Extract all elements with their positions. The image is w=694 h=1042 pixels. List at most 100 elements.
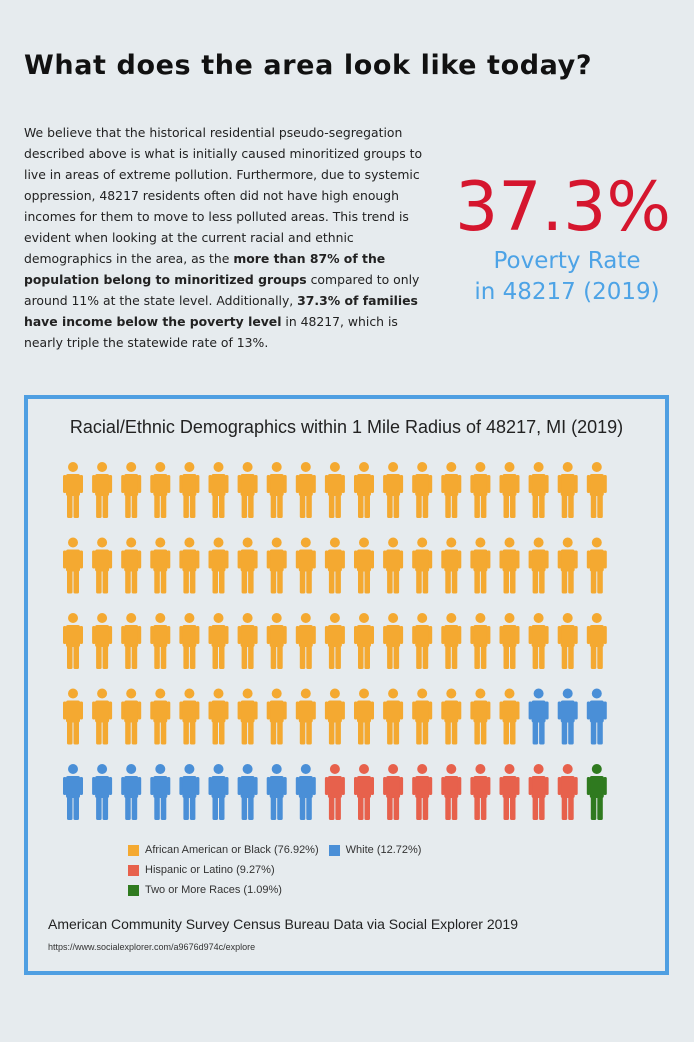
person-icon — [237, 764, 258, 820]
person-icon — [528, 764, 549, 820]
person-icon — [324, 688, 345, 745]
person-icon — [179, 537, 200, 594]
person-icon — [92, 764, 113, 820]
page-title: What does the area look like today? — [24, 50, 593, 81]
legend-swatch — [128, 864, 139, 876]
person-icon — [499, 613, 520, 669]
person-icon — [237, 613, 258, 669]
person-icon — [121, 613, 142, 669]
person-icon — [557, 613, 578, 669]
person-icon — [586, 613, 607, 669]
person-icon — [266, 764, 287, 820]
person-icon — [208, 688, 229, 745]
person-icon — [470, 688, 491, 745]
person-icon — [470, 764, 491, 820]
person-icon — [412, 764, 433, 820]
person-icon — [586, 462, 607, 518]
person-icon — [557, 537, 578, 594]
person-icon — [557, 688, 578, 745]
person-icon — [63, 688, 83, 745]
person-icon — [63, 613, 83, 669]
person-icon — [121, 688, 142, 745]
person-icon — [586, 537, 607, 594]
person-icon — [528, 688, 549, 745]
person-icon — [92, 462, 113, 518]
person-icon — [499, 537, 520, 594]
person-icon — [412, 537, 433, 594]
person-icon — [383, 688, 404, 745]
person-icon — [528, 613, 549, 669]
person-icon — [528, 462, 549, 518]
legend-item: Two or More Races (1.09%) — [128, 884, 282, 896]
person-icon — [557, 462, 578, 518]
person-icon — [208, 462, 229, 518]
poverty-rate-label: Poverty Rate in 48217 (2019) — [448, 246, 686, 308]
intro-bold-2: 37.3% of families have income below the … — [24, 293, 418, 329]
person-icon — [383, 537, 404, 594]
person-icon — [208, 537, 229, 594]
person-icon — [499, 462, 520, 518]
person-icon — [470, 462, 491, 518]
person-icon — [121, 462, 142, 518]
intro-text-1: We believe that the historical residenti… — [24, 125, 423, 266]
legend-swatch — [128, 844, 139, 856]
source-url: https://www.socialexplorer.com/a9676d974… — [48, 942, 256, 952]
intro-bold-1: more than 87% of the population belong t… — [24, 251, 386, 287]
person-icon — [383, 462, 404, 518]
person-icon — [92, 613, 113, 669]
person-icon — [354, 613, 374, 669]
legend-item: Hispanic or Latino (9.27%) — [128, 864, 275, 876]
chart-panel: Racial/Ethnic Demographics within 1 Mile… — [24, 395, 669, 975]
person-icon — [499, 688, 520, 745]
person-icon — [295, 688, 316, 745]
person-icon — [266, 462, 287, 518]
person-icon — [208, 613, 229, 669]
person-icon — [150, 537, 171, 594]
person-icon — [324, 613, 345, 669]
person-icon — [412, 462, 433, 518]
pictogram-chart — [63, 462, 607, 820]
person-icon — [179, 613, 200, 669]
person-icon — [441, 462, 462, 518]
person-icon — [383, 613, 404, 669]
person-icon — [237, 462, 258, 518]
poverty-rate-label-line2: in 48217 (2019) — [474, 279, 660, 305]
legend-label: Two or More Races (1.09%) — [145, 884, 282, 896]
person-icon — [121, 764, 142, 820]
person-icon — [324, 764, 345, 820]
person-icon — [179, 688, 200, 745]
person-icon — [266, 537, 287, 594]
source-citation: American Community Survey Census Bureau … — [48, 916, 518, 932]
person-icon — [92, 688, 113, 745]
chart-title: Racial/Ethnic Demographics within 1 Mile… — [69, 417, 624, 437]
person-icon — [324, 462, 345, 518]
person-icon — [441, 764, 462, 820]
legend-item: African American or Black (76.92%) — [128, 844, 319, 856]
person-icon — [63, 764, 83, 820]
intro-text-3: in 48217, which is nearly triple the sta… — [24, 314, 398, 350]
person-icon — [354, 688, 374, 745]
person-icon — [528, 537, 549, 594]
chart-legend: African American or Black (76.92%) White … — [128, 844, 578, 904]
person-icon — [295, 764, 316, 820]
legend-label: Hispanic or Latino (9.27%) — [145, 864, 275, 876]
person-icon — [208, 764, 229, 820]
person-icon — [295, 613, 316, 669]
person-icon — [586, 764, 607, 820]
person-icon — [237, 688, 258, 745]
person-icon — [266, 613, 287, 669]
legend-item: White (12.72%) — [328, 844, 421, 856]
person-icon — [121, 537, 142, 594]
person-icon — [586, 688, 607, 745]
person-icon — [150, 462, 171, 518]
intro-paragraph: We believe that the historical residenti… — [24, 122, 432, 353]
person-icon — [470, 613, 491, 669]
person-icon — [412, 613, 433, 669]
person-icon — [499, 764, 520, 820]
person-icon — [557, 764, 578, 820]
legend-swatch — [128, 884, 139, 896]
person-icon — [63, 537, 83, 594]
person-icon — [383, 764, 404, 820]
person-icon — [324, 537, 345, 594]
person-icon — [179, 462, 200, 518]
